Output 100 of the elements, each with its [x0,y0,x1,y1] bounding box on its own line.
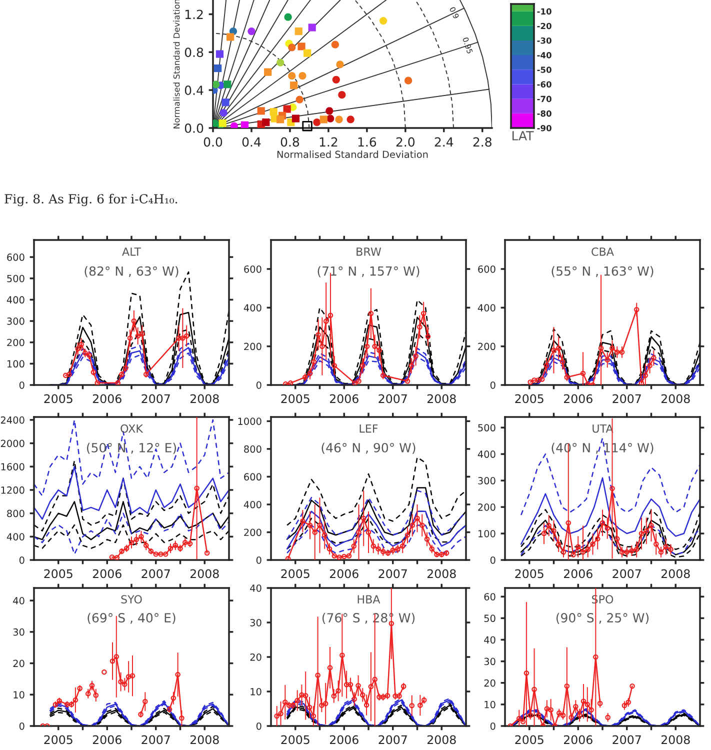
color-bar-label: -10 [537,8,552,15]
text: OXK [120,424,144,433]
color-bar-label: -20 [537,22,552,30]
y-tick-label: 0 [256,722,262,730]
y-tick-label: 200 [7,338,24,346]
y-tick-label: 2400 [0,416,24,424]
text: SYO [121,595,142,604]
y-tick-label: 500 [478,424,496,432]
y-tick-label: 2000 [0,440,24,448]
x-tick-label: 2005 [44,569,72,578]
y-tick-label: 600 [244,473,262,481]
text: LEF [360,424,378,433]
y-tick-label: 0 [19,556,24,564]
x-tick-label: 2008 [427,569,456,578]
x-tick-label: 2007 [378,394,407,404]
y-tick-label: 200 [478,504,496,511]
text: (55° N , 163° W) [552,266,654,278]
x-tick-label: 2005 [44,735,72,744]
x-tick-label: 1.6 [358,137,376,147]
y-tick-label: 0 [490,556,496,564]
y-tick-label: 10 [484,700,496,708]
text: (82° N , 63° W) [84,266,178,278]
x-tick-label: 2006 [564,569,592,578]
x-tick-label: 2006 [564,394,592,404]
text: ALT [122,248,142,256]
color-bar-label: -50 [537,66,552,73]
y-tick-label: 0 [19,381,24,389]
x-tick-label: 2006 [330,394,358,404]
text: CBA [592,247,614,256]
y-tick-label: 20 [484,679,496,687]
x-tick-label: 2006 [330,735,358,744]
y-tick-label: 600 [478,265,496,273]
y-tick-label: 400 [6,533,24,540]
x-tick-label: 2006 [92,394,122,404]
y-tick-label: 0 [256,381,262,389]
y-tick-label: 600 [244,265,262,273]
text: HBA [358,595,380,604]
y-tick-label: 1600 [1,463,24,470]
y-tick-label: 1.2 [185,10,203,19]
y-tick-label: 40 [484,636,496,644]
x-tick-label: 2.0 [396,137,415,147]
y-tick-label: 20 [250,653,262,661]
y-tick-label: 1200 [1,486,24,494]
x-tick-label: 2008 [661,735,690,744]
x-tick-label: 2008 [190,735,219,744]
color-bar-label: -90 [537,124,552,132]
y-tick-label: 0.0 [184,123,204,133]
y-tick-label: 30 [13,628,24,636]
text: (69° S , 40° E) [88,612,176,624]
x-tick-label: 2008 [427,735,456,744]
text: BRW [356,248,382,256]
x-tick-label: 2005 [281,569,310,578]
x-tick-label: 2007 [142,735,170,744]
y-tick-label: 0.4 [184,86,204,95]
y-tick-label: 600 [7,254,24,261]
y-tick-label: 200 [244,342,262,350]
y-tick-label: 0 [490,381,496,389]
x-tick-label: 1.2 [320,137,338,147]
y-tick-label: 0 [19,722,24,730]
text: (71° N , 157° W) [318,266,420,278]
x-axis-title: Normalised Standard Deviation [277,150,428,158]
x-tick-label: 2006 [330,569,358,578]
x-tick-label: 2005 [44,394,72,404]
y-tick-label: 1000 [238,418,262,425]
y-tick-label: 30 [484,658,496,666]
y-tick-label: 300 [478,477,496,484]
y-tick-label: 40 [13,597,24,604]
y-tick-label: 100 [478,530,496,538]
y-tick-label: 400 [478,450,496,458]
x-tick-label: 2006 [92,569,122,578]
x-tick-label: 2005 [281,735,310,744]
y-tick-label: 20 [13,660,24,668]
color-bar-title: LAT [512,131,534,140]
y-tick-label: 200 [244,528,262,536]
x-tick-label: 2007 [378,735,407,744]
x-tick-label: 2007 [142,569,170,578]
x-tick-label: 2007 [612,394,641,404]
color-bar-label: -80 [537,110,552,117]
y-tick-label: 100 [7,360,24,368]
y-tick-label: 800 [7,510,24,518]
y-tick-label: 10 [14,691,24,698]
x-tick-label: 2007 [612,735,641,744]
y-tick-label: 0.8 [184,48,204,58]
x-tick-label: 2005 [515,394,544,404]
text: (46° N , 90° W) [322,442,416,454]
x-tick-label: 2007 [142,394,170,404]
x-tick-label: 2.8 [473,137,492,147]
x-tick-label: 2005 [515,735,544,744]
x-tick-label: 2008 [190,394,219,404]
x-tick-label: 2008 [661,569,690,578]
y-tick-label: 30 [250,618,262,626]
caption: Fig. 8. As Fig. 6 for i-C₄H₁₀. [4,194,178,206]
color-bar-label: -40 [537,52,552,58]
y-tick-label: 200 [478,342,496,350]
x-tick-label: 2008 [661,394,690,404]
x-tick-label: 2007 [612,569,641,578]
y-tick-label: 300 [7,318,24,325]
color-bar-label: -30 [537,37,552,44]
y-axis-title: Normalised Standard Deviation [173,0,180,128]
y-tick-label: 10 [250,688,262,696]
